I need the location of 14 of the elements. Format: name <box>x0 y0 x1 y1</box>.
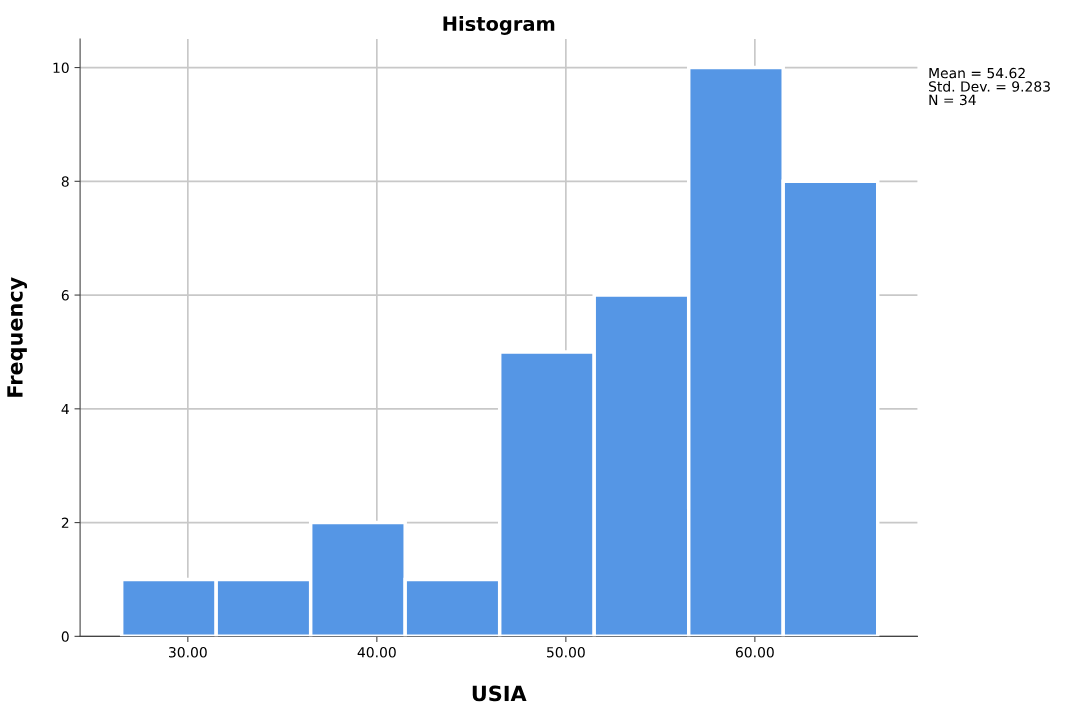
chart-title: Histogram <box>443 16 555 35</box>
y-tick-label: 2 <box>61 517 69 528</box>
x-tick-label: 60.00 <box>735 647 774 658</box>
y-tick-label: 0 <box>61 631 69 642</box>
x-tick-label: 50.00 <box>547 647 585 658</box>
x-tick-label: 40.00 <box>357 647 396 658</box>
y-tick-label: 8 <box>61 176 69 187</box>
y-axis-title: Frequency <box>7 277 28 397</box>
text: Mean = 54.62 Std. Dev. = 9.283 N = 34 <box>929 67 1050 106</box>
x-tick-label: 30.00 <box>169 647 207 658</box>
y-tick-label: 6 <box>61 290 69 301</box>
x-axis-title: USIA <box>472 685 527 702</box>
y-tick-label: 4 <box>61 403 69 415</box>
y-tick-label: 10 <box>53 62 69 74</box>
